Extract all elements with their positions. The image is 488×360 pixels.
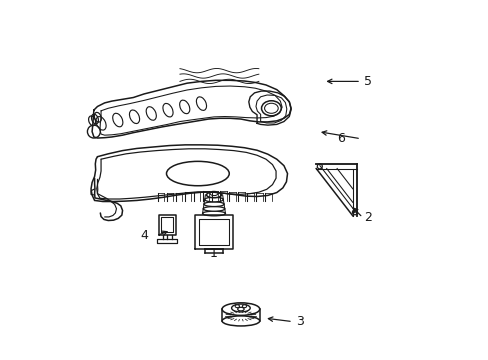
Text: 6: 6 <box>337 132 345 145</box>
Ellipse shape <box>166 161 229 186</box>
Text: 3: 3 <box>296 315 304 328</box>
Ellipse shape <box>222 303 259 315</box>
Circle shape <box>317 164 322 169</box>
Text: 2: 2 <box>364 211 371 224</box>
Ellipse shape <box>264 103 278 113</box>
Ellipse shape <box>235 305 239 308</box>
Ellipse shape <box>210 191 218 195</box>
Ellipse shape <box>202 211 225 216</box>
Circle shape <box>352 210 357 215</box>
Ellipse shape <box>203 207 224 211</box>
Ellipse shape <box>237 307 244 311</box>
Text: 5: 5 <box>364 75 371 88</box>
Text: 1: 1 <box>210 247 218 260</box>
Ellipse shape <box>206 192 221 198</box>
Ellipse shape <box>203 202 224 207</box>
Ellipse shape <box>261 101 281 116</box>
Ellipse shape <box>204 197 223 202</box>
Ellipse shape <box>231 304 250 312</box>
Ellipse shape <box>222 316 259 326</box>
Text: 4: 4 <box>140 229 148 242</box>
Ellipse shape <box>242 305 246 308</box>
